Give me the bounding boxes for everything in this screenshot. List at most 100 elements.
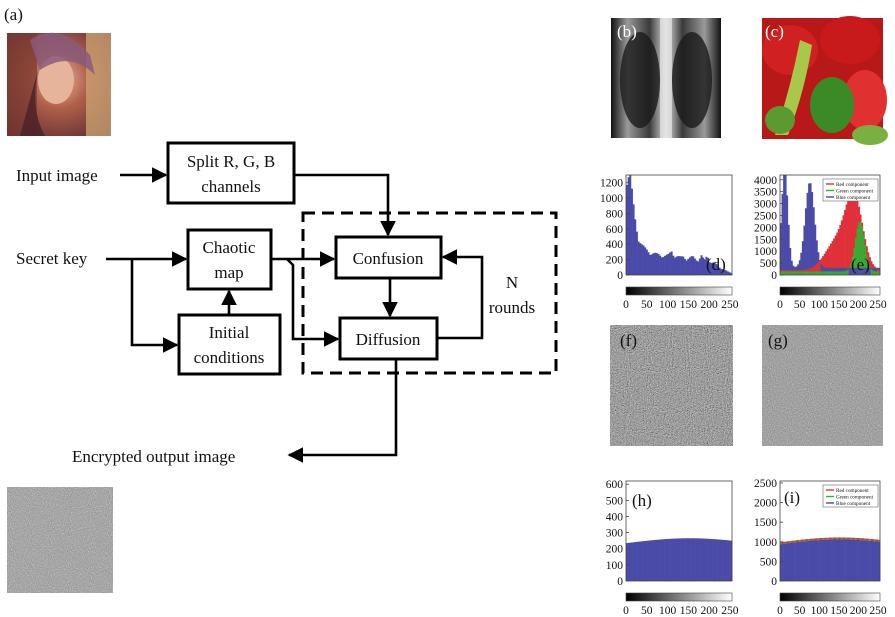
hist-bar [830,243,832,275]
hist-bar [652,540,655,581]
hist-bar [845,270,848,275]
hist-bar [812,271,815,275]
hist-bar [780,223,782,275]
plot-frame [625,480,733,582]
hist-bar [659,539,662,581]
panel-label-g: (g) [768,331,788,350]
hist-bar [823,253,826,275]
hist-bar [683,258,686,275]
hist-bar [647,540,650,581]
plot-frame [779,174,881,276]
hist-bar [637,241,640,275]
hist-bar [677,538,680,581]
y-tick-label: 3500 [754,187,777,199]
hist-bar [861,226,864,275]
hist-bar [814,540,817,581]
hist-bar [632,542,635,581]
hist-bar-top [801,539,804,542]
hist-bar-top [786,541,789,544]
hist-bar [660,257,663,275]
hist-bar-top [797,540,800,543]
hist-bar [715,539,718,581]
y-tick-label: 4000 [754,175,777,187]
output-label: Encrypted output image [72,447,235,466]
x-tick-label: 200 [850,299,868,311]
input-image-thumbnail [7,32,111,136]
hist-bar [828,267,831,275]
colorbar [779,592,881,602]
hist-bar [667,253,670,275]
hist-bar [803,541,806,581]
hist-bar [798,260,801,275]
hist-bar [833,238,835,275]
hist-bar [685,260,688,275]
hist-bar [833,271,835,275]
x-tick-label: 0 [777,299,783,311]
x-tick-label: 250 [721,605,739,617]
hist-bar-top [798,539,801,542]
hist-bar-top [845,537,848,540]
panel-f-noise [610,325,733,446]
hist-bar [795,271,798,275]
hist-bar [826,267,829,275]
hist-bar [637,541,640,581]
hist-bar-top [875,539,878,542]
rounds-line1: N [506,273,518,292]
hist-bar [780,544,782,581]
hist-bar [848,539,851,581]
x-tick-label: 0 [623,605,629,617]
hist-bar [669,252,672,275]
hist-bar-top [861,538,864,541]
hist-bar-top [806,539,809,542]
hist-bar [698,258,701,275]
hist-bar [839,539,842,581]
diffusion-box [338,316,439,361]
rounds-line2: rounds [489,298,535,317]
hist-bar-top [823,537,826,540]
x-tick-label: 200 [701,299,719,311]
hist-bar [851,191,854,275]
hist-bar [672,255,675,275]
hist-bar [830,539,832,581]
hist-bar [836,539,839,581]
y-tick-label: 1000 [754,246,777,258]
hist-bar [861,540,864,581]
arrow-split-to-confusion [294,173,396,237]
hist-bar [650,540,653,581]
hist-bar [784,543,787,581]
hist-bar [728,540,731,581]
x-tick-label: 200 [850,605,868,617]
legend-entry: Green component [836,495,874,501]
panel-b-xray [611,18,721,138]
arrow-diffusion-loop [437,249,484,340]
hist-bar [836,271,839,275]
panel-label-e: (e) [851,255,870,274]
hist-bar [848,267,851,275]
y-tick-label: 0 [771,270,777,282]
hist-bar-top [839,537,842,540]
hist-bar [853,267,856,275]
hist-bar [815,540,818,581]
hist-bar-top [814,538,817,541]
hist-bar [786,543,789,581]
flow-connectors [106,167,484,463]
hist-bar [713,263,716,275]
hist-bar [878,271,881,275]
hist-bar-top [826,537,829,540]
panel-label-d: (d) [706,255,726,274]
hist-bar [856,228,859,275]
hist-bar [718,267,721,275]
hist-bar [687,258,690,275]
y-tick-label: 300 [606,528,624,540]
hist-bar [800,541,803,581]
hist-bar [864,540,867,581]
hist-bar [712,262,715,275]
y-tick-label: 1000 [754,537,777,549]
hist-bar [840,539,843,581]
hist-bar [836,232,839,275]
hist-bar [697,538,700,581]
hist-bar-top [853,537,856,540]
hist-bar [855,267,857,275]
hist-bar [642,245,645,275]
